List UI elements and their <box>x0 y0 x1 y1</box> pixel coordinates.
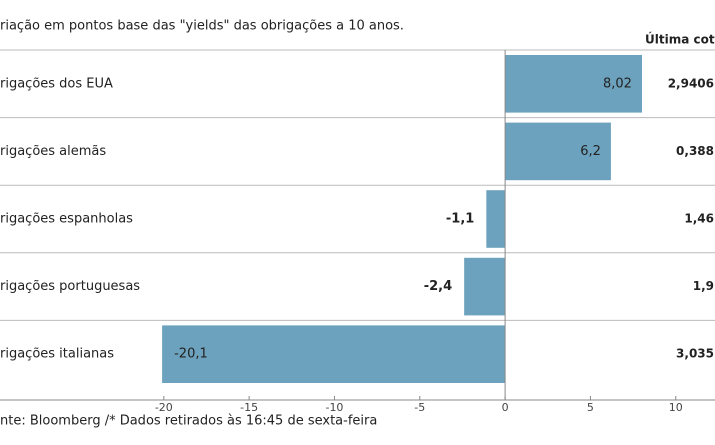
last-quote: 0,388 <box>676 144 714 158</box>
value-label: 8,02 <box>603 76 632 91</box>
bar <box>505 122 611 181</box>
bar <box>486 190 506 248</box>
bar <box>162 325 506 383</box>
x-tick-label: -15 <box>240 401 258 414</box>
bar <box>505 55 642 113</box>
x-tick-label: 5 <box>587 401 594 414</box>
category-label: rigações portuguesas <box>0 279 140 294</box>
value-label: -1,1 <box>446 212 474 227</box>
category-label: rigações alemãs <box>0 144 106 159</box>
last-quote: 1,46 <box>684 212 714 226</box>
x-tick-label: -5 <box>414 401 425 414</box>
last-quote: 3,035 <box>676 347 714 361</box>
chart-title: riação em pontos base das "yields" das o… <box>0 19 404 34</box>
last-quote: 1,9 <box>693 279 714 293</box>
column-header: Última cota <box>645 32 715 47</box>
category-label: rigações dos EUA <box>0 76 113 91</box>
category-label: rigações italianas <box>0 347 114 362</box>
x-tick-label: -20 <box>155 401 173 414</box>
category-label: rigações espanholas <box>0 212 133 227</box>
value-label: -2,4 <box>424 279 452 294</box>
x-tick-label: 0 <box>502 401 509 414</box>
bar <box>464 257 506 316</box>
source: nte: Bloomberg /* Dados retirados às 16:… <box>0 414 377 429</box>
x-tick-label: -10 <box>325 401 343 414</box>
value-label: 6,2 <box>580 144 601 159</box>
value-label: -20,1 <box>174 347 208 362</box>
x-tick-label: 10 <box>669 401 683 414</box>
last-quote: 2,9406 <box>668 76 714 90</box>
